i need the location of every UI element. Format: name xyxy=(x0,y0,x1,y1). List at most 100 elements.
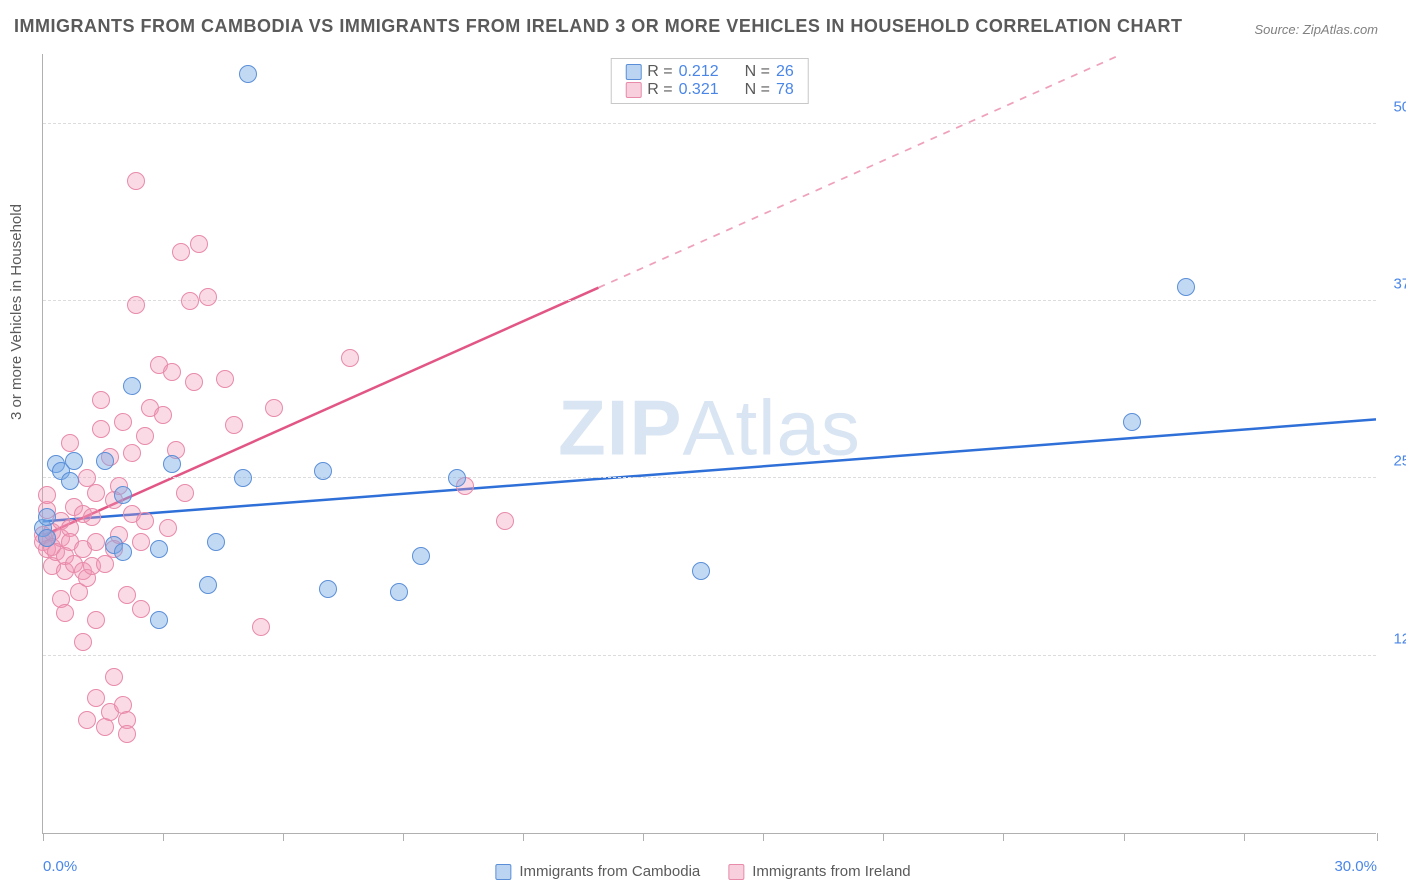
data-point xyxy=(61,472,79,490)
scatter-plot-area: ZIPAtlas R = 0.212N = 26R = 0.321N = 78 … xyxy=(42,54,1376,834)
x-tick-label: 0.0% xyxy=(43,858,77,875)
data-point xyxy=(172,243,190,261)
data-point xyxy=(38,486,56,504)
data-point xyxy=(1177,278,1195,296)
r-value: 0.212 xyxy=(679,63,719,81)
data-point xyxy=(225,416,243,434)
chart-title: IMMIGRANTS FROM CAMBODIA VS IMMIGRANTS F… xyxy=(14,16,1183,37)
data-point xyxy=(74,633,92,651)
y-tick-label: 25.0% xyxy=(1382,453,1406,470)
data-point xyxy=(150,611,168,629)
x-tick xyxy=(1377,833,1378,841)
data-point xyxy=(114,413,132,431)
gridline-h xyxy=(43,123,1376,124)
data-point xyxy=(1123,413,1141,431)
data-point xyxy=(154,406,172,424)
x-tick xyxy=(283,833,284,841)
n-value: 26 xyxy=(776,63,794,81)
data-point xyxy=(127,172,145,190)
data-point xyxy=(56,604,74,622)
legend-swatch xyxy=(625,82,641,98)
data-point xyxy=(65,452,83,470)
legend-series-item: Immigrants from Ireland xyxy=(728,863,910,880)
data-point xyxy=(239,65,257,83)
series-legend: Immigrants from Cambodia Immigrants from … xyxy=(495,863,910,880)
data-point xyxy=(496,512,514,530)
x-tick xyxy=(1124,833,1125,841)
legend-swatch xyxy=(495,864,511,880)
y-tick-label: 37.5% xyxy=(1382,276,1406,293)
data-point xyxy=(87,611,105,629)
data-point xyxy=(163,363,181,381)
data-point xyxy=(87,533,105,551)
x-tick xyxy=(1003,833,1004,841)
watermark-bold: ZIP xyxy=(558,383,682,471)
r-label: R = xyxy=(647,81,672,99)
legend-stat-row: R = 0.321N = 78 xyxy=(625,81,794,99)
data-point xyxy=(118,725,136,743)
data-point xyxy=(314,462,332,480)
data-point xyxy=(265,399,283,417)
data-point xyxy=(341,349,359,367)
data-point xyxy=(127,296,145,314)
source-attribution: Source: ZipAtlas.com xyxy=(1254,22,1378,37)
y-tick-label: 50.0% xyxy=(1382,98,1406,115)
gridline-h xyxy=(43,300,1376,301)
data-point xyxy=(163,455,181,473)
data-point xyxy=(136,427,154,445)
data-point xyxy=(92,420,110,438)
data-point xyxy=(114,486,132,504)
data-point xyxy=(96,452,114,470)
data-point xyxy=(412,547,430,565)
data-point xyxy=(105,668,123,686)
data-point xyxy=(136,512,154,530)
data-point xyxy=(176,484,194,502)
data-point xyxy=(114,543,132,561)
legend-swatch xyxy=(625,64,641,80)
x-tick xyxy=(883,833,884,841)
data-point xyxy=(199,288,217,306)
gridline-h xyxy=(43,655,1376,656)
data-point xyxy=(123,377,141,395)
data-point xyxy=(118,586,136,604)
legend-stat-row: R = 0.212 N = 26 xyxy=(625,63,794,81)
n-value: 78 xyxy=(776,81,794,99)
data-point xyxy=(159,519,177,537)
data-point xyxy=(190,235,208,253)
watermark-thin: Atlas xyxy=(682,383,860,471)
n-label: N = xyxy=(745,63,770,81)
x-tick xyxy=(163,833,164,841)
trend-lines xyxy=(43,54,1376,833)
data-point xyxy=(692,562,710,580)
data-point xyxy=(185,373,203,391)
legend-series-item: Immigrants from Cambodia xyxy=(495,863,700,880)
data-point xyxy=(234,469,252,487)
x-tick xyxy=(43,833,44,841)
watermark: ZIPAtlas xyxy=(558,382,861,473)
data-point xyxy=(38,508,56,526)
x-tick xyxy=(403,833,404,841)
correlation-legend: R = 0.212 N = 26R = 0.321N = 78 xyxy=(610,58,809,104)
y-axis-label: 3 or more Vehicles in Household xyxy=(8,204,25,420)
data-point xyxy=(83,508,101,526)
data-point xyxy=(216,370,234,388)
data-point xyxy=(150,540,168,558)
data-point xyxy=(61,434,79,452)
n-label: N = xyxy=(745,81,770,99)
data-point xyxy=(87,689,105,707)
data-point xyxy=(199,576,217,594)
x-tick-label: 30.0% xyxy=(1334,858,1377,875)
legend-series-label: Immigrants from Cambodia xyxy=(519,863,700,880)
data-point xyxy=(448,469,466,487)
y-tick-label: 12.5% xyxy=(1382,630,1406,647)
data-point xyxy=(92,391,110,409)
data-point xyxy=(390,583,408,601)
r-label: R = xyxy=(647,63,672,81)
data-point xyxy=(78,711,96,729)
legend-swatch xyxy=(728,864,744,880)
data-point xyxy=(87,484,105,502)
data-point xyxy=(252,618,270,636)
x-tick xyxy=(523,833,524,841)
legend-series-label: Immigrants from Ireland xyxy=(752,863,910,880)
data-point xyxy=(38,529,56,547)
